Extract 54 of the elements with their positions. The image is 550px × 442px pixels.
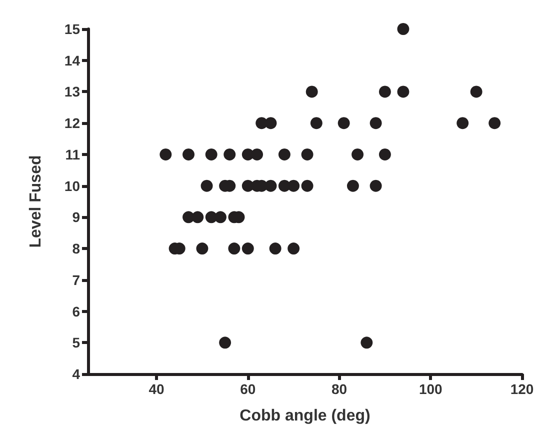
point [488,117,501,130]
point [288,242,300,255]
point [228,242,240,255]
point [370,180,382,192]
point [338,117,350,130]
point [397,23,410,35]
y-tick-label: 13 [64,84,80,100]
x-tick-label: 120 [510,381,534,397]
x-tick-label: 100 [418,381,443,397]
point [397,86,410,98]
point [346,180,359,192]
x-axis-title: Cobb angle (deg) [240,408,370,424]
y-tick-label: 12 [64,115,80,132]
y-tick-label: 15 [64,21,80,37]
point [378,148,391,160]
point [242,242,254,255]
point [160,148,172,160]
point [352,148,364,160]
y-tick-label: 6 [72,303,80,320]
point [310,117,322,130]
y-tick-label: 5 [72,334,80,351]
point [370,117,382,130]
point [224,148,236,160]
point [301,148,314,160]
point [470,86,482,98]
point [306,86,318,98]
x-tick-label: 80 [331,381,348,397]
point [278,148,290,160]
point [301,180,314,192]
y-tick-label: 9 [72,209,80,226]
y-axis-title: Level Fused [28,155,44,248]
point [205,148,218,160]
point [182,148,195,160]
point [251,148,264,160]
y-tick-label: 8 [72,240,80,257]
y-tick-label: 14 [64,52,80,68]
point [360,336,373,349]
point [192,211,204,224]
point [196,242,208,255]
y-tick-label: 10 [64,178,80,194]
x-tick-label: 60 [240,381,256,397]
point [456,117,469,130]
point [264,117,277,130]
point [378,86,391,98]
point [214,211,226,224]
point [288,180,300,192]
point [264,180,277,192]
point [219,336,232,349]
point [269,242,282,255]
x-tick-label: 40 [148,381,165,397]
y-tick-label: 7 [72,272,80,288]
y-tick-label: 4 [72,366,80,382]
y-tick-label: 11 [65,146,80,162]
point [200,180,213,192]
